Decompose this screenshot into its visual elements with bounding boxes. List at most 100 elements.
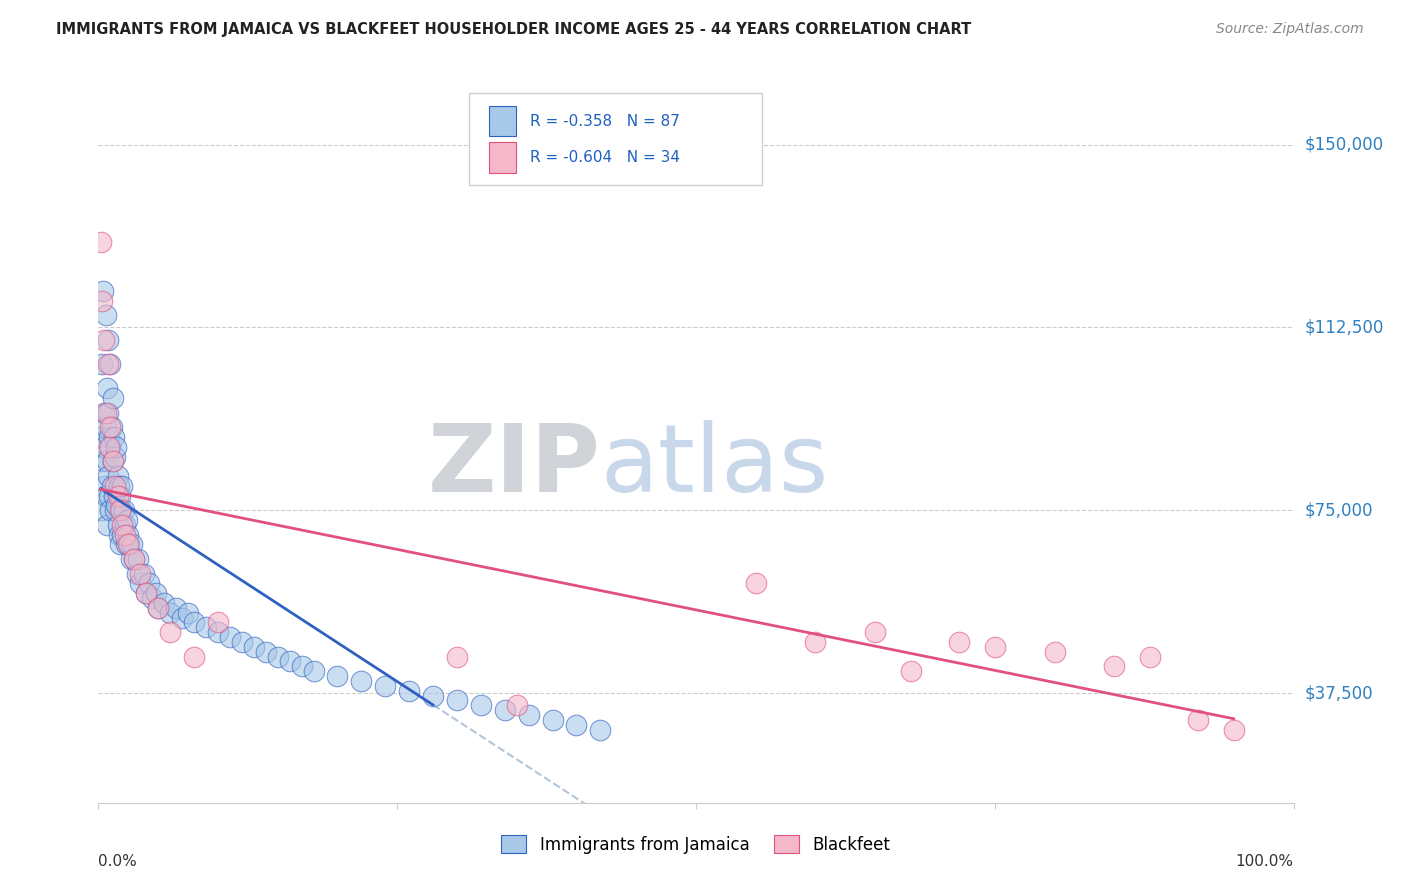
Point <box>97 406 120 420</box>
Point <box>107 479 129 493</box>
Point <box>506 698 529 713</box>
Point <box>865 625 887 640</box>
Point <box>93 440 115 454</box>
Point <box>98 357 122 371</box>
Point <box>110 503 132 517</box>
FancyBboxPatch shape <box>489 143 516 173</box>
Point <box>98 440 122 454</box>
Point <box>103 489 125 503</box>
Point <box>107 527 129 541</box>
Point <box>97 469 120 483</box>
Point <box>125 566 148 581</box>
Text: R = -0.604   N = 34: R = -0.604 N = 34 <box>530 150 681 165</box>
Point <box>93 479 115 493</box>
Text: atlas: atlas <box>600 420 828 512</box>
Point <box>446 649 468 664</box>
Point <box>243 640 266 654</box>
Point <box>98 503 122 517</box>
Point <box>745 576 768 591</box>
Point <box>517 708 540 723</box>
Legend: Immigrants from Jamaica, Blackfeet: Immigrants from Jamaica, Blackfeet <box>495 829 897 860</box>
Point <box>129 576 152 591</box>
Point <box>177 606 200 620</box>
Point <box>117 527 139 541</box>
Point <box>565 718 588 732</box>
Point <box>90 235 112 249</box>
Point <box>398 683 420 698</box>
FancyBboxPatch shape <box>470 94 762 185</box>
Text: 100.0%: 100.0% <box>1236 854 1294 869</box>
Point <box>159 606 181 620</box>
Point <box>148 600 170 615</box>
Text: 0.0%: 0.0% <box>98 854 138 869</box>
Point <box>91 357 114 371</box>
Point <box>107 469 129 483</box>
Point <box>94 308 117 322</box>
Point <box>446 693 468 707</box>
Point <box>135 586 157 600</box>
Point <box>111 517 134 532</box>
Point <box>1043 645 1066 659</box>
Point <box>97 357 120 371</box>
Point <box>101 454 124 468</box>
Point <box>302 664 325 678</box>
Point <box>117 537 139 551</box>
Point <box>93 406 115 420</box>
Point <box>141 591 163 605</box>
Point <box>207 615 229 630</box>
Point <box>105 499 128 513</box>
Point <box>91 293 114 308</box>
Point <box>1187 713 1209 727</box>
Point <box>91 454 114 468</box>
Point <box>94 489 117 503</box>
Point <box>98 440 121 454</box>
Point <box>135 586 157 600</box>
Point <box>98 420 122 434</box>
Point <box>91 284 114 298</box>
Point <box>145 586 167 600</box>
Point <box>1139 649 1161 664</box>
Point <box>104 503 127 517</box>
Point <box>195 620 218 634</box>
Point <box>183 615 205 630</box>
Point <box>470 698 492 713</box>
Point <box>121 537 143 551</box>
Point <box>804 635 827 649</box>
Point <box>129 566 152 581</box>
Point <box>103 430 125 444</box>
Point <box>267 649 290 664</box>
Text: $37,500: $37,500 <box>1305 684 1374 702</box>
Point <box>115 513 138 527</box>
Point <box>291 659 314 673</box>
Point <box>374 679 396 693</box>
Text: IMMIGRANTS FROM JAMAICA VS BLACKFEET HOUSEHOLDER INCOME AGES 25 - 44 YEARS CORRE: IMMIGRANTS FROM JAMAICA VS BLACKFEET HOU… <box>56 22 972 37</box>
Point <box>105 440 128 454</box>
Point <box>90 430 112 444</box>
Point <box>165 600 187 615</box>
Point <box>104 450 127 464</box>
Point <box>1223 723 1246 737</box>
Point <box>97 333 120 347</box>
Text: Source: ZipAtlas.com: Source: ZipAtlas.com <box>1216 22 1364 37</box>
Point <box>114 527 136 541</box>
Point <box>100 420 122 434</box>
Point <box>172 610 194 624</box>
Point <box>107 517 129 532</box>
Point <box>115 537 138 551</box>
Point <box>124 552 146 566</box>
Point <box>107 489 129 503</box>
Point <box>108 503 131 517</box>
Point <box>118 537 141 551</box>
Point <box>254 645 277 659</box>
Point <box>350 673 373 688</box>
Point <box>132 566 155 581</box>
Point <box>101 454 124 468</box>
Point <box>94 406 117 420</box>
Point <box>148 600 170 615</box>
FancyBboxPatch shape <box>489 106 516 136</box>
Point <box>101 391 124 405</box>
Point <box>108 489 131 503</box>
Text: $75,000: $75,000 <box>1305 501 1374 519</box>
Point <box>153 596 176 610</box>
Point <box>112 503 135 517</box>
